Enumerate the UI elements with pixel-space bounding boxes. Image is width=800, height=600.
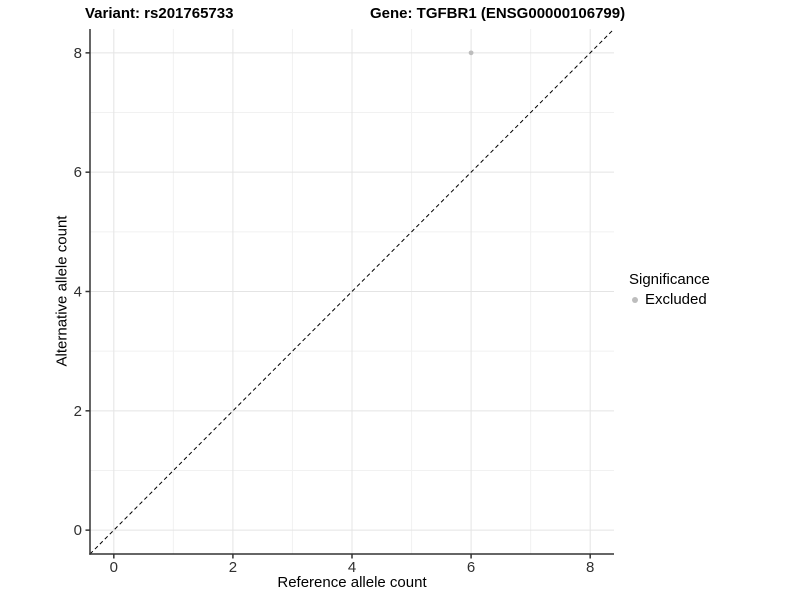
legend-item-label: Excluded <box>645 291 707 308</box>
y-tick-label: 4 <box>74 284 82 301</box>
y-axis-title: Alternative allele count <box>53 215 71 367</box>
x-axis-title: Reference allele count <box>277 574 427 591</box>
y-tick-label: 8 <box>74 45 82 62</box>
y-tick-label: 2 <box>74 403 82 420</box>
x-tick-label: 8 <box>586 559 594 576</box>
legend-point-icon <box>632 296 638 303</box>
y-tick-label: 0 <box>74 522 82 539</box>
data-point-excluded <box>468 50 474 56</box>
x-tick-label: 2 <box>229 559 237 576</box>
legend-item-excluded: Excluded <box>629 291 710 308</box>
x-tick-label: 6 <box>467 559 475 576</box>
x-tick-label: 4 <box>348 559 356 576</box>
y-tick-label: 6 <box>74 164 82 181</box>
identity-dashed-line <box>89 28 615 555</box>
plot-title-gene: Gene: TGFBR1 (ENSG00000106799) <box>370 5 626 22</box>
legend-title: Significance <box>629 271 710 288</box>
legend: Significance Excluded <box>629 271 710 308</box>
plot-title-variant: Variant: rs201765733 <box>85 5 234 22</box>
x-tick-label: 0 <box>110 559 118 576</box>
